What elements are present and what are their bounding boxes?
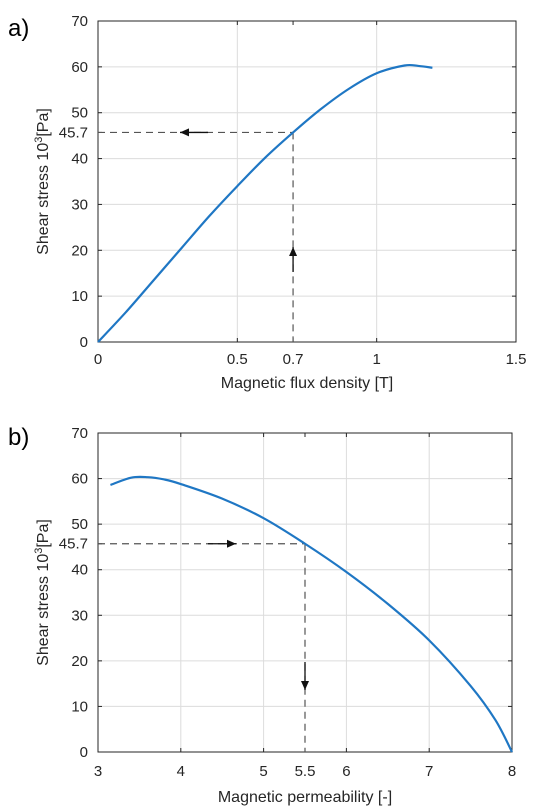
y-tick-label: 60	[71, 59, 88, 76]
y-tick-label: 0	[80, 334, 88, 351]
x-axis-label: Magnetic flux density [T]	[221, 375, 394, 392]
y-tick-label: 10	[71, 288, 88, 305]
y-tick-label: 20	[71, 653, 88, 670]
arrow-right	[227, 539, 236, 548]
y-tick-label: 45.7	[59, 536, 88, 553]
y-tick-label: 45.7	[59, 124, 88, 141]
y-axis-label: Shear stress 103[Pa]	[33, 108, 52, 255]
y-tick-label: 0	[80, 744, 88, 761]
y-tick-label: 60	[71, 471, 88, 488]
x-axis-label: Magnetic permeability [-]	[218, 789, 392, 806]
x-tick-label: 0.7	[283, 351, 304, 368]
y-tick-label: 30	[71, 196, 88, 213]
plot-frame	[97, 20, 517, 343]
x-tick-label: 0.5	[227, 351, 248, 368]
x-tick-label: 6	[342, 763, 350, 780]
chart-panel-a: a) 0 0.5 0.7 1 1.5 0 10 20 30 40 45.7 50 60 70 Magnetic…	[8, 13, 526, 392]
data-series-line	[110, 475, 513, 753]
panel-label: a)	[8, 15, 29, 42]
x-tick-label: 8	[508, 763, 516, 780]
y-tick-label: 50	[71, 516, 88, 533]
arrow-up	[289, 247, 298, 256]
x-tick-label: 5	[259, 763, 267, 780]
arrow-down	[301, 681, 309, 690]
x-tick-label: 0	[94, 351, 102, 368]
x-tick-label: 1	[372, 351, 380, 368]
y-axis-label: Shear stress 103[Pa]	[33, 519, 52, 666]
chart-panel-b: b) 3 4 5 5.5 6 7 8 0 10 20 30 40 45.7 50 60 70 Magnetic p…	[8, 424, 516, 806]
panel-label: b)	[8, 424, 29, 451]
y-tick-label: 70	[71, 425, 88, 442]
x-tick-label: 5.5	[295, 763, 316, 780]
y-tick-label: 40	[71, 562, 88, 579]
y-tick-label: 40	[71, 151, 88, 168]
x-tick-label: 7	[425, 763, 433, 780]
y-tick-label: 10	[71, 698, 88, 715]
x-tick-label: 3	[94, 763, 102, 780]
x-tick-label: 1.5	[506, 351, 527, 368]
x-tick-label: 4	[177, 763, 185, 780]
data-series-line	[97, 63, 433, 343]
y-tick-label: 30	[71, 607, 88, 624]
y-tick-label: 70	[71, 13, 88, 30]
y-tick-label: 20	[71, 242, 88, 259]
y-tick-label: 50	[71, 105, 88, 122]
arrow-left	[180, 128, 189, 137]
